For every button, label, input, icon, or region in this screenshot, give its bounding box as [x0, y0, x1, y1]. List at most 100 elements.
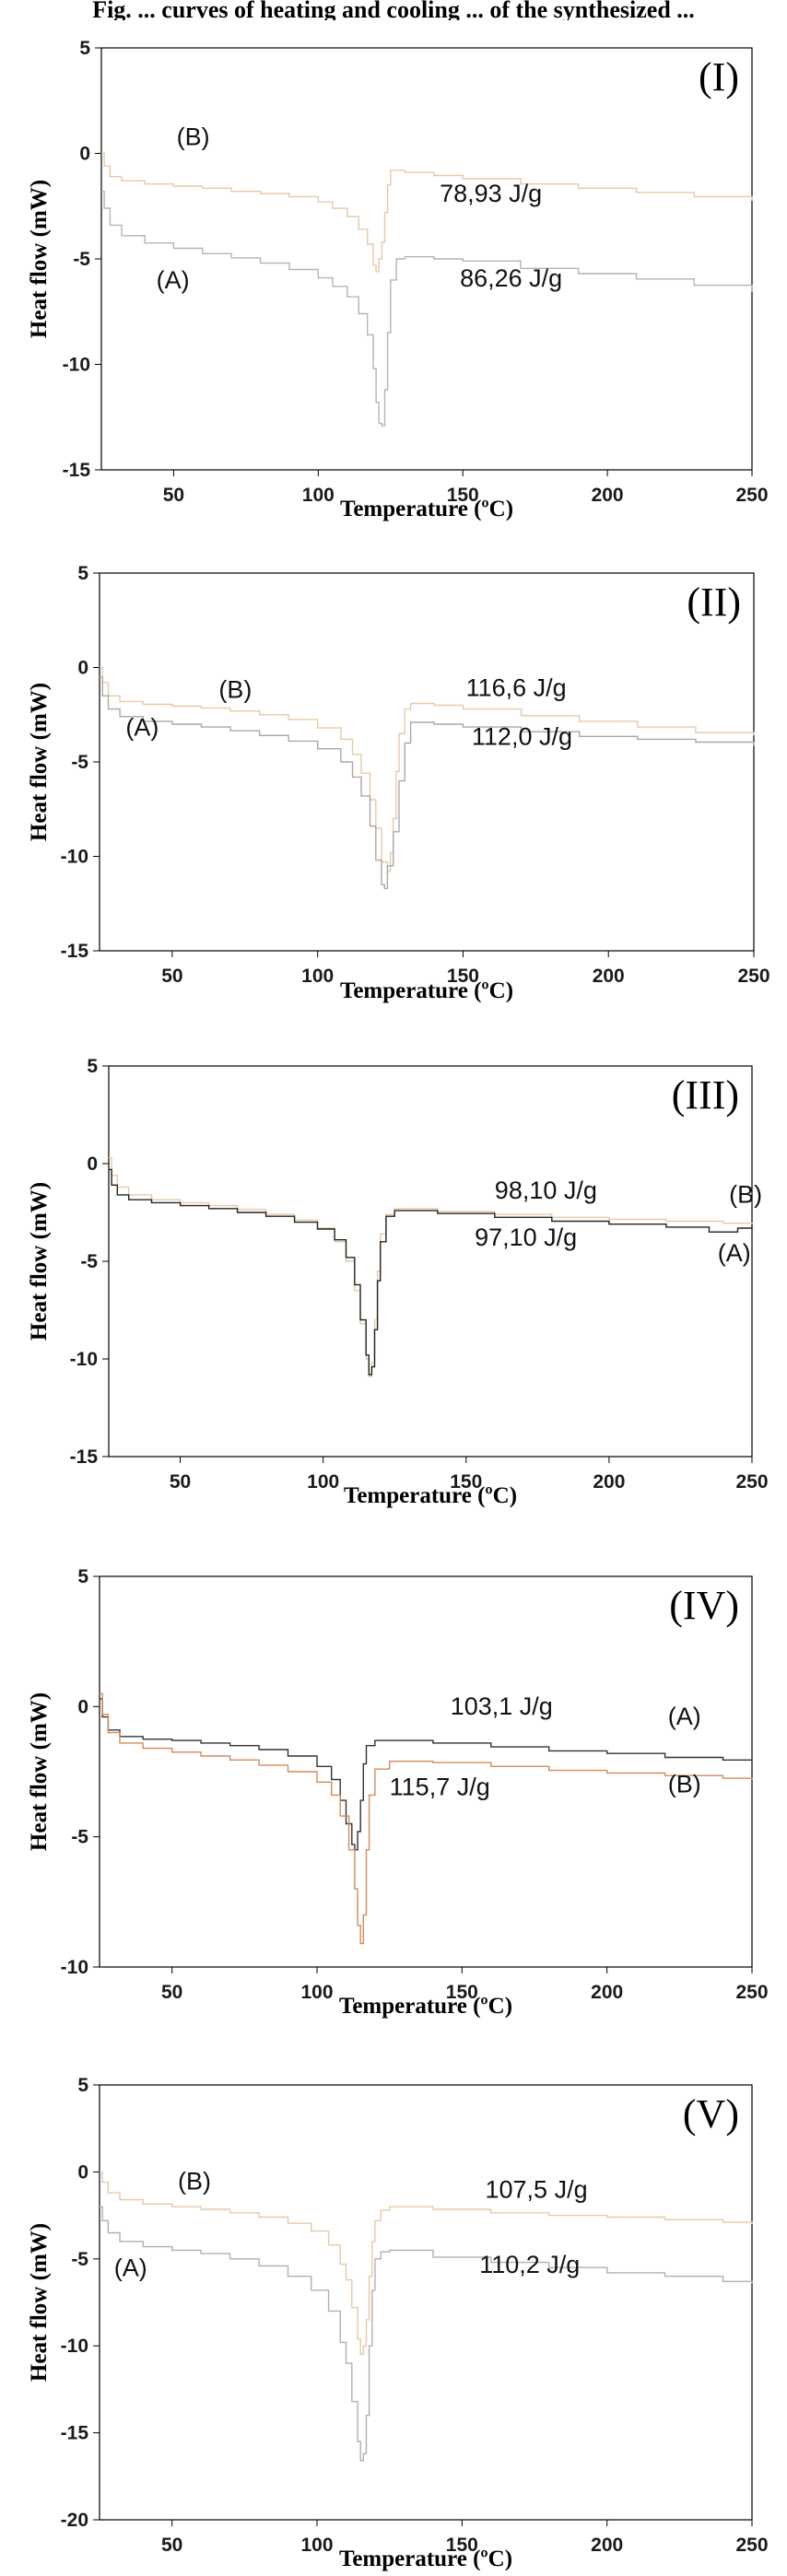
x-axis-label: Temperature (ºC): [340, 978, 513, 1003]
y-tick-label: -10: [61, 2336, 88, 2357]
annotation-label: (A): [157, 266, 190, 294]
y-tick-label: 0: [77, 1696, 88, 1717]
y-axis-label: Heat flow (mW): [27, 683, 52, 841]
annotation-label: (A): [668, 1703, 701, 1730]
series-line: [100, 1698, 753, 1851]
x-axis-label: Temperature (ºC): [339, 1994, 512, 2019]
y-axis-label: Heat flow (mW): [27, 180, 52, 338]
x-tick-label: 100: [300, 2535, 333, 2556]
y-tick-label: -15: [63, 460, 91, 481]
y-tick-label: -5: [71, 2249, 88, 2270]
panel-label: (III): [672, 1072, 739, 1118]
x-tick-label: 50: [170, 1471, 191, 1493]
x-tick-label: 100: [300, 1982, 333, 2003]
x-axis-label: Temperature (ºC): [339, 2547, 512, 2571]
x-tick-label: 200: [591, 2535, 623, 2556]
x-tick-label: 250: [735, 485, 768, 506]
x-tick-label: 100: [307, 1471, 339, 1493]
y-tick-label: -5: [71, 752, 88, 773]
x-tick-label: 200: [591, 1982, 623, 2003]
x-tick-label: 250: [735, 1471, 768, 1493]
y-tick-label: 5: [87, 1056, 98, 1077]
panel-label: (I): [699, 54, 739, 100]
x-tick-label: 250: [735, 2535, 768, 2556]
y-tick-label: 5: [77, 1566, 88, 1587]
plot-frame: [99, 572, 755, 952]
series-line: [100, 666, 755, 872]
y-tick-label: 0: [87, 1153, 98, 1175]
y-tick-label: -15: [61, 2423, 89, 2444]
x-tick-label: 200: [592, 485, 624, 506]
y-axis-label: Heat flow (mW): [27, 2223, 52, 2382]
annotation-label: 112,0 J/g: [472, 723, 572, 751]
x-tick-label: 150: [450, 1471, 482, 1493]
annotation-label: 115,7 J/g: [390, 1773, 490, 1800]
x-axis-label: Temperature (ºC): [344, 1483, 517, 1508]
annotation-label: (B): [178, 2167, 211, 2195]
x-tick-label: 50: [161, 966, 182, 987]
y-axis-label: Heat flow (mW): [27, 1182, 52, 1341]
x-tick-label: 150: [447, 966, 479, 987]
header-text: Fig. ... curves of heating and cooling .…: [92, 0, 695, 20]
annotation-label: 97,10 J/g: [475, 1224, 577, 1251]
x-tick-label: 250: [737, 966, 769, 987]
x-tick-label: 250: [735, 1982, 768, 2003]
series-line: [100, 1692, 753, 1945]
y-tick-label: 0: [77, 658, 88, 679]
plot-frame: [99, 1575, 753, 1968]
series-line: [109, 1168, 753, 1376]
annotation-label: 110,2 J/g: [479, 2251, 580, 2278]
annotation-label: 98,10 J/g: [495, 1177, 597, 1204]
y-tick-label: -15: [61, 941, 89, 962]
annotation-label: (A): [125, 713, 159, 741]
annotation-label: 116,6 J/g: [466, 673, 567, 701]
y-tick-label: -5: [71, 1827, 88, 1848]
x-tick-label: 200: [593, 966, 625, 987]
x-tick-label: 200: [593, 1471, 625, 1493]
annotation-label: (B): [729, 1180, 762, 1208]
panel-label: (II): [687, 580, 741, 625]
y-tick-label: 0: [79, 144, 90, 165]
annotation-label: 78,93 J/g: [440, 180, 542, 207]
annotation-label: (A): [718, 1239, 751, 1267]
y-tick-label: -10: [61, 1957, 88, 1978]
annotation-label: (B): [668, 1771, 701, 1798]
y-tick-label: -10: [70, 1349, 98, 1370]
y-tick-label: -5: [73, 249, 90, 270]
y-tick-label: -10: [63, 355, 90, 376]
panel-label: (V): [683, 2091, 739, 2137]
x-tick-label: 150: [446, 2535, 478, 2556]
y-tick-label: -5: [80, 1251, 98, 1272]
y-tick-label: 5: [77, 2075, 88, 2096]
annotation-label: 107,5 J/g: [486, 2176, 588, 2204]
x-tick-label: 50: [163, 485, 184, 506]
y-tick-label: -10: [61, 847, 88, 868]
x-tick-label: 150: [447, 485, 479, 506]
series-line: [100, 676, 755, 889]
annotation-label: (B): [177, 123, 210, 150]
x-tick-label: 50: [161, 2535, 182, 2556]
x-axis-label: Temperature (ºC): [340, 497, 513, 521]
y-tick-label: 0: [77, 2161, 88, 2183]
y-axis-label: Heat flow (mW): [27, 1692, 52, 1851]
annotation-label: (B): [218, 675, 252, 703]
plot-frame: [108, 1065, 753, 1458]
annotation-label: 103,1 J/g: [451, 1692, 553, 1720]
series-line: [101, 152, 753, 273]
annotation-label: 86,26 J/g: [460, 264, 562, 292]
x-tick-label: 100: [301, 966, 334, 987]
panel-label: (IV): [669, 1583, 739, 1628]
plot-frame: [100, 47, 753, 471]
y-tick-label: 5: [79, 38, 90, 59]
y-tick-label: -20: [61, 2510, 88, 2531]
x-tick-label: 100: [302, 485, 335, 506]
annotation-label: (A): [114, 2254, 147, 2282]
series-line: [100, 2171, 753, 2356]
series-line: [101, 191, 753, 427]
y-tick-label: -15: [70, 1446, 99, 1468]
